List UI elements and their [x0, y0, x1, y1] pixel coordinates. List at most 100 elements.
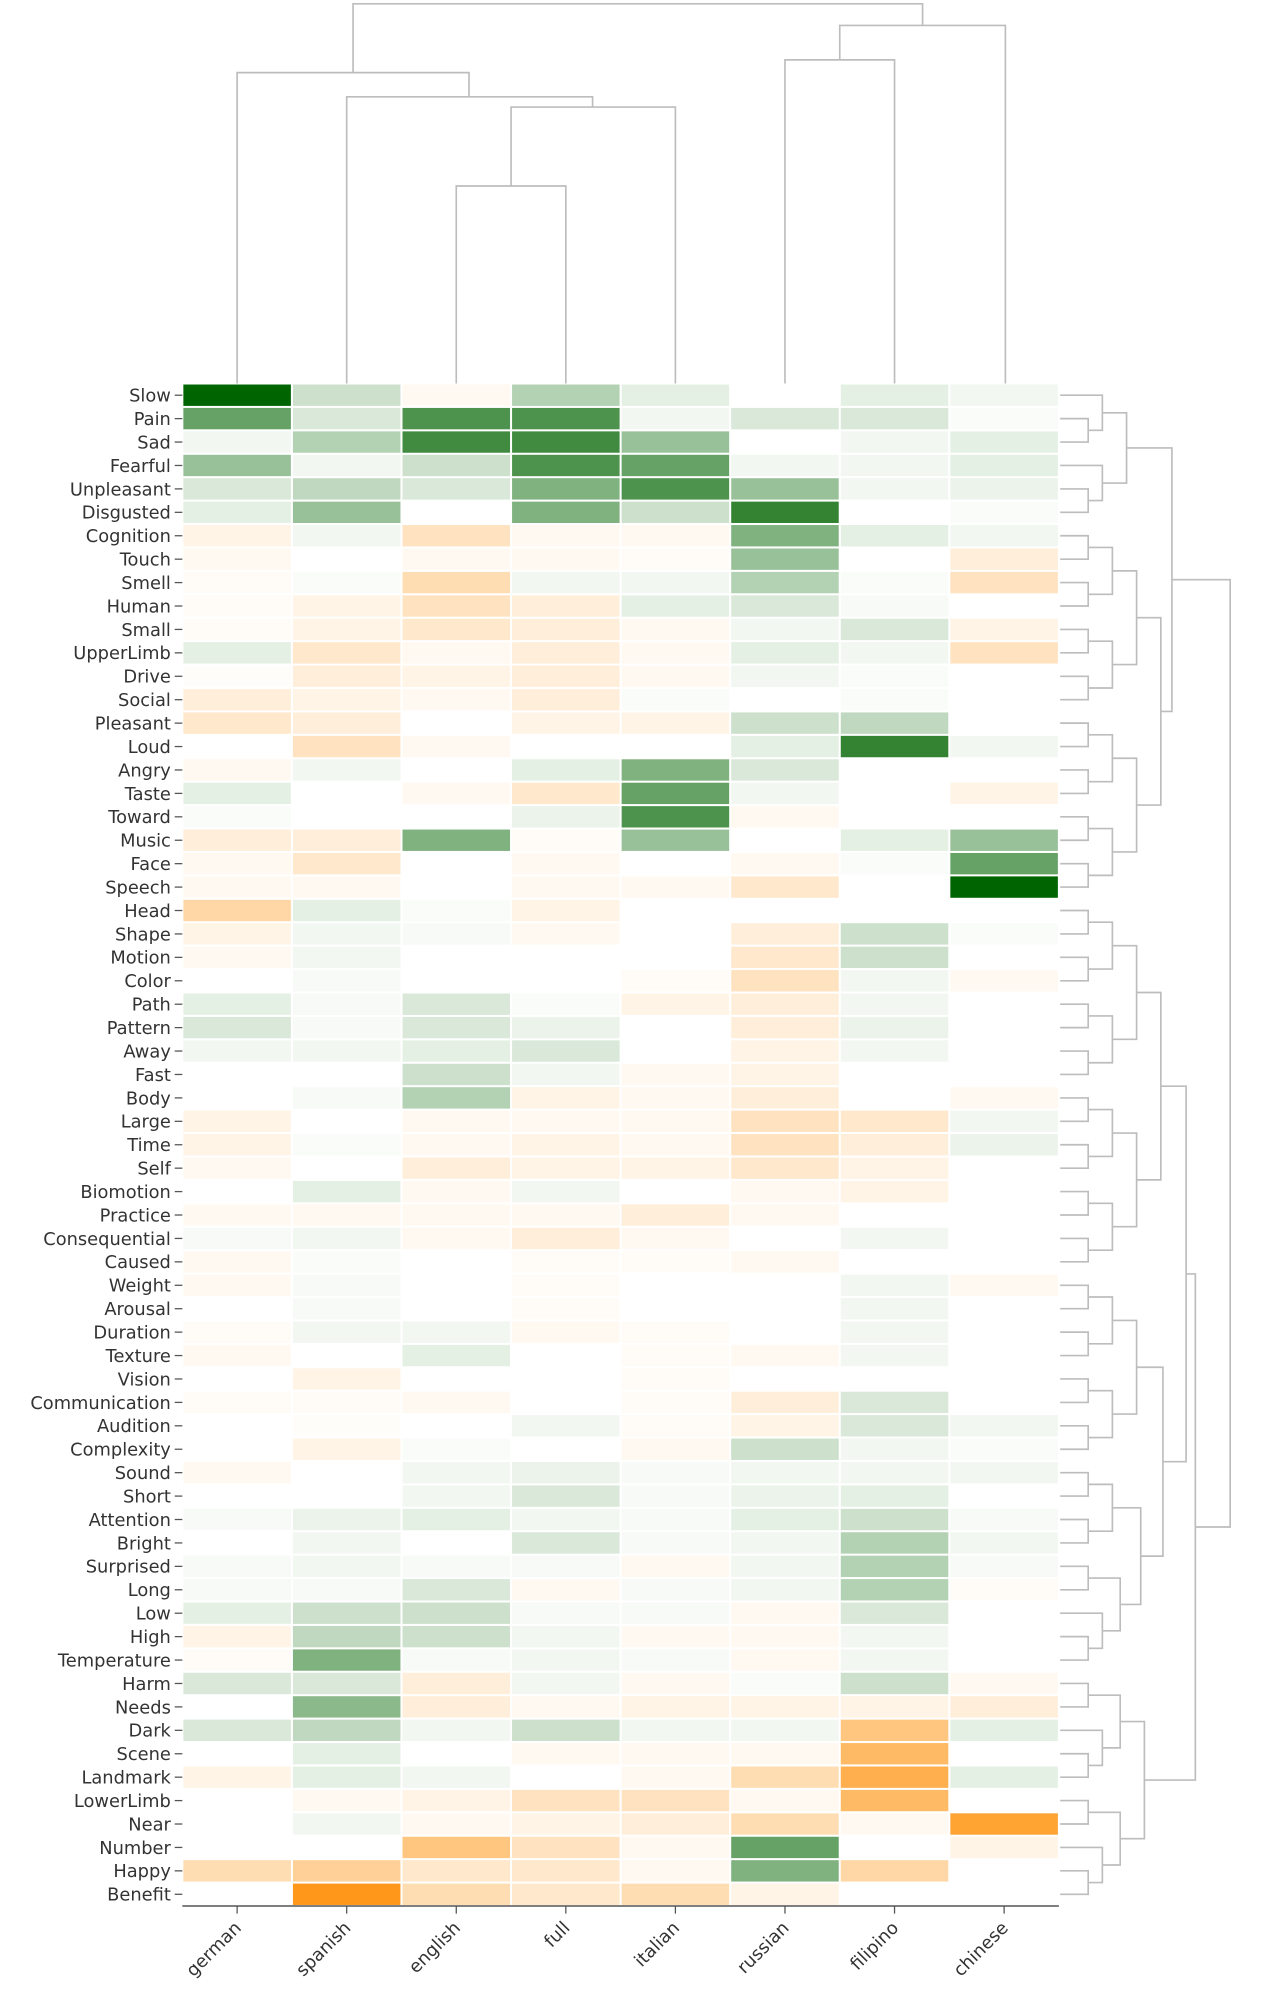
heatmap-cell — [950, 1157, 1058, 1179]
heatmap-cell — [183, 407, 291, 430]
heatmap-cell — [183, 1157, 291, 1179]
heatmap-cell — [950, 876, 1058, 898]
heatmap-cell — [512, 1391, 620, 1414]
dendrogram-link — [1144, 1273, 1197, 1781]
heatmap-cell — [292, 899, 401, 922]
heatmap-cell — [512, 970, 620, 992]
heatmap-cell — [512, 1110, 620, 1133]
heatmap-cell — [292, 806, 401, 828]
row-label: Needs — [115, 1697, 171, 1718]
heatmap-cell — [183, 1532, 291, 1554]
heatmap-cell — [950, 970, 1058, 992]
heatmap-cell — [292, 1836, 401, 1859]
heatmap-cell — [183, 1204, 291, 1226]
heatmap-cell — [950, 1344, 1058, 1367]
heatmap-cell — [512, 1227, 620, 1250]
heatmap-cell — [621, 1602, 730, 1624]
row-label: Angry — [118, 760, 171, 781]
heatmap-cell — [950, 454, 1058, 477]
heatmap-cell — [731, 454, 839, 477]
heatmap-cell — [402, 1438, 511, 1460]
heatmap-cell — [840, 454, 949, 477]
heatmap-cell — [731, 1274, 839, 1296]
row-label: Near — [128, 1814, 171, 1835]
heatmap-cell — [950, 1602, 1058, 1624]
heatmap-cell — [402, 1157, 511, 1179]
heatmap-cell — [950, 1274, 1058, 1296]
dendrogram-link — [1060, 769, 1090, 795]
heatmap-cell — [840, 876, 949, 898]
heatmap-cell — [840, 1766, 949, 1788]
heatmap-cell — [512, 1625, 620, 1648]
heatmap-cell — [183, 1461, 291, 1484]
heatmap-cell — [950, 1063, 1058, 1086]
dendrogram-link — [1136, 616, 1162, 806]
row-label: Shape — [115, 924, 171, 945]
heatmap-cell — [292, 946, 401, 969]
heatmap-cell — [292, 1508, 401, 1531]
heatmap-cell — [840, 923, 949, 945]
dendrogram-link — [1112, 1506, 1142, 1606]
heatmap-cell — [183, 806, 291, 828]
heatmap-cell — [402, 1040, 511, 1062]
dendrogram-link — [1102, 411, 1128, 484]
row-label: Human — [107, 596, 171, 617]
dendrogram-link — [1060, 1799, 1090, 1825]
dendrogram-link — [1060, 815, 1090, 842]
heatmap-cell — [183, 923, 291, 945]
heatmap-cell — [292, 1883, 401, 1905]
column-label: russian — [733, 1918, 793, 1978]
dendrogram-link — [1060, 628, 1090, 654]
heatmap-cell — [183, 1040, 291, 1062]
heatmap-cell — [512, 1415, 620, 1437]
heatmap-cell — [512, 1368, 620, 1390]
heatmap-cell — [512, 1579, 620, 1601]
heatmap-cell — [950, 1251, 1058, 1273]
heatmap-cell — [950, 1672, 1058, 1695]
row-label: UpperLimb — [73, 643, 171, 664]
dendrogram-link — [1060, 1752, 1090, 1778]
heatmap-cell — [950, 1860, 1058, 1882]
heatmap-cell — [840, 431, 949, 453]
heatmap-cell — [731, 1813, 839, 1835]
heatmap-cell — [621, 665, 730, 687]
dendrogram-link — [1060, 1284, 1090, 1310]
heatmap-cell — [731, 1227, 839, 1250]
heatmap-cell — [292, 759, 401, 781]
heatmap-cell — [621, 689, 730, 711]
dendrogram-link — [1088, 921, 1114, 970]
row-label: Temperature — [57, 1650, 171, 1671]
row-label: Communication — [30, 1393, 171, 1414]
column-label: spanish — [292, 1918, 355, 1981]
heatmap-cell — [512, 923, 620, 945]
heatmap-cell — [950, 1087, 1058, 1109]
heatmap-cell — [402, 571, 511, 594]
heatmap-cell — [402, 1344, 511, 1367]
heatmap-cell — [731, 1672, 839, 1695]
heatmap-cell — [292, 1204, 401, 1226]
dendrogram-link — [1171, 578, 1231, 1528]
heatmap-cell — [402, 1860, 511, 1882]
heatmap-cell — [731, 782, 839, 805]
heatmap-cell — [731, 1602, 839, 1624]
heatmap-cell — [840, 852, 949, 875]
heatmap-cell — [731, 1461, 839, 1484]
heatmap-cell — [840, 1625, 949, 1648]
heatmap-cell — [292, 993, 401, 1015]
heatmap-cell — [402, 1134, 511, 1156]
heatmap-cell — [950, 1625, 1058, 1648]
heatmap-cell — [621, 454, 730, 477]
heatmap-cell — [512, 1180, 620, 1203]
dendrogram-link — [1088, 1389, 1114, 1439]
heatmap-cell — [512, 1532, 620, 1554]
heatmap-cell — [950, 548, 1058, 570]
heatmap-cell — [840, 806, 949, 828]
heatmap-cell — [621, 1016, 730, 1039]
heatmap-cell — [402, 548, 511, 570]
heatmap-cell — [731, 1157, 839, 1179]
heatmap-cell — [840, 1438, 949, 1460]
dendrogram-link — [1060, 1143, 1090, 1169]
heatmap-cell — [292, 525, 401, 547]
heatmap-cell — [292, 712, 401, 734]
heatmap-cell — [731, 1579, 839, 1601]
